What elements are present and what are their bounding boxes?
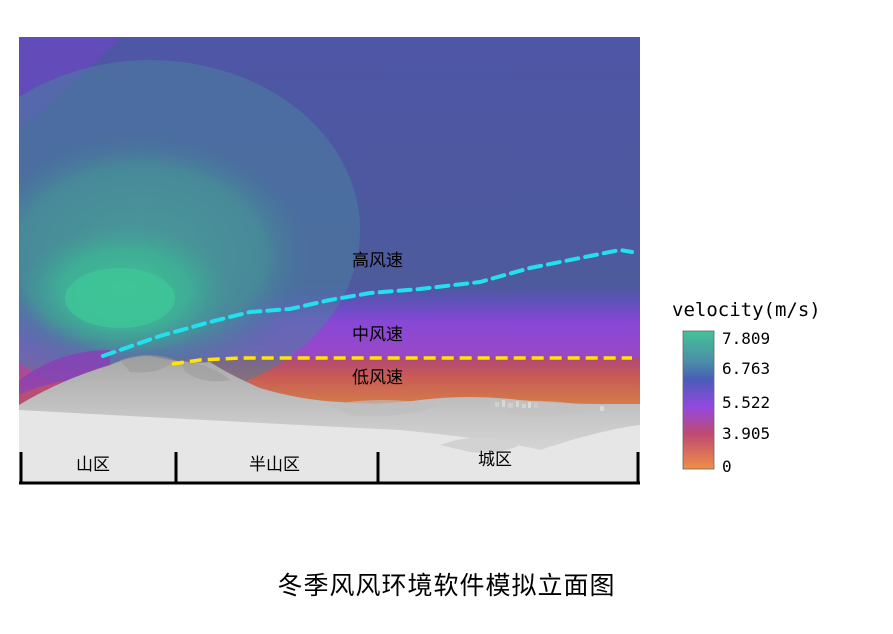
legend-tick-3: 5.522	[722, 393, 770, 412]
legend-tick-2: 6.763	[722, 359, 770, 378]
high-wind-label: 高风速	[352, 251, 403, 271]
zone-semi-mountain-label: 半山区	[249, 455, 300, 475]
velocity-legend: velocity(m/s) 7.809 6.763 5.522 3.905 0	[672, 299, 821, 476]
zone-mountain-label: 山区	[76, 455, 110, 475]
legend-tick-4: 3.905	[722, 424, 770, 443]
low-speed-boundary-line	[171, 356, 632, 366]
low-wind-label: 低风速	[352, 368, 403, 388]
legend-tick-min: 0	[722, 457, 732, 476]
legend-colorbar	[682, 330, 715, 470]
zone-ruler	[19, 452, 640, 485]
zone-city-label: 城区	[478, 450, 512, 470]
high-speed-boundary-line	[101, 247, 634, 358]
legend-tick-max: 7.809	[722, 329, 770, 348]
velocity-field	[19, 37, 640, 483]
legend-title: velocity(m/s)	[672, 299, 821, 321]
mid-wind-label: 中风速	[352, 325, 403, 345]
figure-caption: 冬季风风环境软件模拟立面图	[277, 571, 616, 600]
